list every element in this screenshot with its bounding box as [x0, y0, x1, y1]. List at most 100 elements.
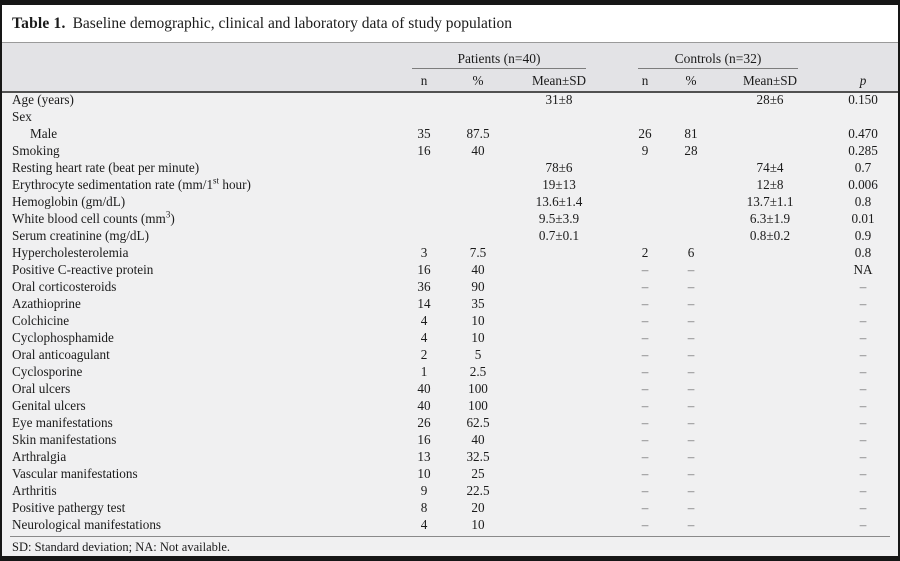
cell-patients-pct: 100 — [468, 398, 488, 413]
cell-patients-pct — [454, 159, 502, 176]
cell-controls-pct — [674, 193, 708, 210]
cell-patients-pct — [454, 210, 502, 227]
cell-patients-mean-sd — [502, 482, 616, 499]
table-row: Colchicine 4 10 – – – — [10, 312, 894, 329]
cell-controls-mean-sd — [708, 125, 832, 142]
row-label: Erythrocyte sedimentation rate (mm/1st h… — [12, 176, 251, 192]
cell-controls-n: 2 — [641, 245, 649, 260]
cell-controls-n: – — [641, 398, 649, 413]
cell-patients-pct: 40 — [471, 432, 485, 447]
cell-controls-pct: – — [687, 313, 695, 328]
cell-patients-n: 35 — [417, 126, 431, 141]
cell-patients-pct: 35 — [471, 296, 485, 311]
cell-patients-mean-sd — [502, 108, 616, 125]
cell-controls-pct: 81 — [684, 126, 698, 141]
cell-patients-mean-sd — [502, 142, 616, 159]
cell-p-value: – — [859, 466, 867, 481]
row-label: Skin manifestations — [12, 432, 117, 447]
cell-patients-pct: 62.5 — [466, 415, 490, 430]
cell-patients-mean-sd — [502, 499, 616, 516]
row-label: Serum creatinine (mg/dL) — [12, 228, 149, 243]
row-label: Oral anticoagulant — [12, 347, 110, 362]
cell-controls-n — [616, 91, 674, 108]
cell-controls-mean-sd — [708, 465, 832, 482]
cell-controls-mean-sd — [708, 244, 832, 261]
row-label: Positive C-reactive protein — [12, 262, 154, 277]
cell-controls-mean-sd — [708, 448, 832, 465]
data-table: Patients (n=40) Controls (n=32) n % Mean… — [10, 43, 894, 533]
cell-p-value: NA — [853, 262, 873, 277]
cell-controls-n: – — [641, 415, 649, 430]
column-header-row: n % Mean±SD n % Mean±SD p — [10, 70, 894, 91]
row-label: Positive pathergy test — [12, 500, 126, 515]
cell-controls-pct: – — [687, 364, 695, 379]
cell-controls-pct: – — [687, 449, 695, 464]
row-label: Eye manifestations — [12, 415, 113, 430]
cell-patients-pct: 25 — [471, 466, 485, 481]
cell-controls-mean-sd — [708, 414, 832, 431]
cell-controls-n — [616, 193, 674, 210]
cell-patients-pct: 32.5 — [466, 449, 490, 464]
table-row: Positive C-reactive protein 16 40 – – NA — [10, 261, 894, 278]
cell-patients-mean-sd — [502, 329, 616, 346]
cell-patients-mean-sd: 13.6±1.4 — [535, 194, 583, 209]
cell-p-value: – — [859, 279, 867, 294]
spacer-cell — [10, 43, 394, 70]
cell-controls-n: – — [641, 313, 649, 328]
cell-controls-mean-sd: 12±8 — [756, 177, 784, 192]
row-label: Sex — [12, 109, 32, 124]
cell-controls-n — [616, 108, 674, 125]
cell-p-value: 0.8 — [854, 194, 872, 209]
cell-controls-pct: – — [687, 466, 695, 481]
cell-p-value: – — [859, 381, 867, 396]
cell-patients-n — [394, 227, 454, 244]
cell-patients-mean-sd — [502, 380, 616, 397]
cell-controls-pct: – — [687, 432, 695, 447]
cell-patients-mean-sd — [502, 397, 616, 414]
cell-patients-pct: 10 — [471, 330, 485, 345]
cell-patients-n: 8 — [420, 500, 428, 515]
cell-controls-pct: – — [687, 381, 695, 396]
cell-controls-pct — [674, 91, 708, 108]
table-row: Vascular manifestations 10 25 – – – — [10, 465, 894, 482]
table-row: Hemoglobin (gm/dL) 13.6±1.4 13.7±1.1 0.8 — [10, 193, 894, 210]
cell-p-value: – — [859, 364, 867, 379]
row-label: Neurological manifestations — [12, 517, 162, 532]
cell-p-value: 0.006 — [848, 177, 878, 192]
table-row: Cyclosporine 1 2.5 – – – — [10, 363, 894, 380]
cell-patients-mean-sd: 78±6 — [545, 160, 573, 175]
cell-controls-n: – — [641, 381, 649, 396]
cell-patients-n — [394, 210, 454, 227]
row-label: Male — [30, 126, 58, 141]
cell-controls-mean-sd: 0.8±0.2 — [749, 228, 791, 243]
cell-controls-mean-sd — [708, 380, 832, 397]
row-label: Cyclophosphamide — [12, 330, 114, 345]
col-header-patients-n: n — [420, 72, 428, 88]
cell-patients-n — [394, 176, 454, 193]
cell-controls-n: – — [641, 500, 649, 515]
table-row: Neurological manifestations 4 10 – – – — [10, 516, 894, 533]
col-header-p-value: p — [859, 72, 867, 88]
cell-p-value: 0.470 — [848, 126, 878, 141]
cell-patients-pct: 20 — [471, 500, 485, 515]
cell-patients-pct: 5 — [474, 347, 482, 362]
table-row: Resting heart rate (beat per minute) 78±6… — [10, 159, 894, 176]
cell-patients-mean-sd — [502, 431, 616, 448]
cell-patients-mean-sd — [502, 346, 616, 363]
cell-controls-mean-sd — [708, 397, 832, 414]
cell-controls-pct: – — [687, 517, 695, 532]
footnote: SD: Standard deviation; NA: Not availabl… — [12, 540, 231, 554]
row-label: Hemoglobin (gm/dL) — [12, 194, 126, 209]
row-label: Age (years) — [12, 92, 74, 107]
cell-p-value: – — [859, 483, 867, 498]
cell-controls-mean-sd: 28±6 — [756, 92, 784, 107]
cell-patients-mean-sd — [502, 244, 616, 261]
table-row: Male 35 87.5 26 81 0.470 — [10, 125, 894, 142]
cell-p-value — [832, 108, 894, 125]
table-row: Smoking 16 40 9 28 0.285 — [10, 142, 894, 159]
table-header: Patients (n=40) Controls (n=32) n % Mean… — [10, 43, 894, 91]
row-label: Colchicine — [12, 313, 70, 328]
cell-patients-pct: 10 — [471, 313, 485, 328]
table-row: Oral ulcers 40 100 – – – — [10, 380, 894, 397]
